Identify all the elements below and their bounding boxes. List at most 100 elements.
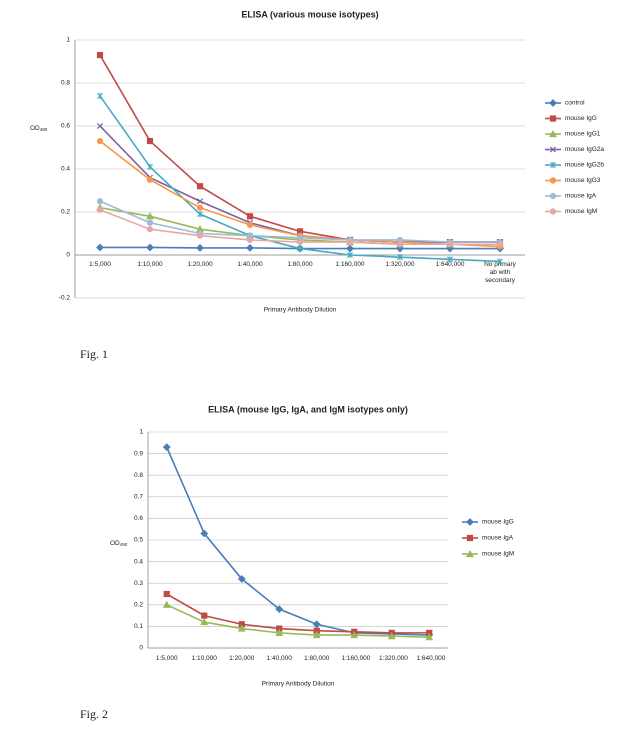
x-tick-label-box: 1:160,000: [341, 655, 371, 662]
legend-marker: [549, 115, 557, 122]
legend-label: mouse IgG: [482, 519, 514, 526]
marker: [146, 176, 154, 183]
series-line: [166, 604, 430, 638]
y-tick-label: 1: [66, 37, 70, 44]
x-tick-label-box: 1:20,000: [187, 261, 213, 268]
marker: [447, 256, 453, 263]
marker: [196, 183, 204, 190]
x-tick-label-box: 1:80,000: [304, 655, 330, 662]
x-tick-label-box: 1:20,000: [229, 655, 254, 662]
x-tick-label-box: 1:640,000: [435, 261, 465, 268]
figure-caption: Fig. 1: [80, 347, 108, 361]
legend-label: mouse IgG2a: [565, 146, 604, 153]
x-tick-label: 1:160,000: [335, 261, 365, 268]
marker: [246, 236, 254, 244]
marker: [146, 137, 154, 145]
x-tick-label-box: 1:80,000: [287, 261, 313, 268]
x-tick-label: 1:80,000: [304, 655, 330, 662]
marker: [196, 204, 204, 211]
y-tick-label: 0.6: [134, 515, 143, 522]
x-axis-label: Primary Antibody Dilution: [264, 307, 337, 314]
marker: [237, 574, 246, 583]
legend-marker: [549, 129, 557, 138]
x-tick-label-box: 1:160,000: [335, 261, 365, 268]
marker: [425, 633, 434, 641]
marker: [96, 51, 104, 59]
x-tick-label-box: 1:10,000: [191, 655, 217, 662]
x-tick-label: 1:5,000: [89, 261, 111, 268]
x-tick-label: 1:640,000: [435, 261, 465, 268]
y-tick-label: 0.2: [134, 602, 143, 609]
y-tick-label: 1: [139, 429, 143, 436]
marker: [196, 198, 204, 205]
x-tick-label: 1:40,000: [266, 655, 292, 662]
x-tick-label-box: 1:10,000: [137, 261, 163, 268]
legend-marker: [549, 192, 557, 200]
marker: [96, 122, 104, 130]
legend-marker: [466, 534, 474, 542]
marker: [246, 221, 254, 228]
legend-label: mouse IgG: [565, 115, 597, 122]
x-tick-label: 1:160,000: [341, 655, 371, 662]
x-tick-label: No primary ab with secondary: [484, 261, 516, 284]
legend-marker: [466, 518, 474, 526]
y-axis-label-subscript: 490: [120, 542, 128, 547]
series-line: [166, 593, 430, 634]
x-tick-label-box: 1:320,000: [379, 655, 408, 662]
marker: [146, 243, 154, 252]
marker: [96, 243, 104, 252]
x-tick-label: 1:5,000: [155, 655, 178, 662]
marker: [275, 605, 284, 614]
x-tick-label: 1:320,000: [379, 655, 408, 662]
y-axis-label: OD490: [110, 540, 128, 547]
x-tick-label: 1:80,000: [287, 261, 313, 268]
marker: [147, 163, 153, 170]
x-tick-label-box: No primary ab with secondary: [484, 261, 516, 284]
y-tick-label: 0.3: [134, 580, 143, 587]
x-tick-label-box: 1:40,000: [237, 261, 262, 268]
legend-label: mouse IgA: [482, 535, 514, 542]
chart-title: ELISA (various mouse isotypes): [241, 9, 378, 19]
marker: [446, 241, 454, 248]
marker: [350, 630, 359, 639]
legend-label: mouse IgG3: [565, 177, 601, 184]
series-line: [166, 446, 430, 636]
marker: [275, 628, 284, 636]
x-tick-label: 1:10,000: [191, 655, 217, 662]
x-tick-label-box: 1:5,000: [89, 261, 111, 268]
x-tick-label: 1:320,000: [385, 261, 415, 268]
marker: [162, 443, 171, 452]
marker: [96, 206, 104, 213]
x-axis-label: Primary Antibody Dilution: [262, 681, 335, 688]
marker: [146, 226, 154, 233]
y-axis-label-text: OD: [110, 540, 120, 547]
y-tick-label: 0.8: [61, 80, 70, 87]
marker: [312, 630, 321, 639]
y-tick-label: 0.7: [134, 494, 143, 501]
marker: [162, 600, 171, 608]
marker: [496, 241, 504, 248]
y-axis-label-text: OD: [30, 125, 40, 132]
legend-label: control: [565, 100, 585, 107]
marker: [296, 239, 304, 246]
x-tick-label-box: 1:40,000: [266, 655, 292, 662]
legend-marker: [549, 208, 557, 215]
marker: [397, 254, 403, 261]
marker: [246, 243, 254, 252]
marker: [200, 617, 209, 626]
marker: [237, 624, 246, 632]
y-tick-label: 0.9: [134, 450, 143, 457]
legend-marker: [466, 549, 474, 558]
y-tick-label: 0.2: [61, 209, 70, 216]
x-tick-label: 1:20,000: [187, 261, 213, 268]
x-tick-label: 1:10,000: [137, 261, 163, 268]
legend-marker: [549, 146, 557, 153]
y-tick-label: 0.4: [134, 558, 143, 565]
y-axis-label-subscript: 490: [40, 127, 48, 132]
marker: [196, 243, 204, 252]
marker: [346, 239, 354, 246]
marker: [347, 251, 353, 259]
legend-label: mouse IgA: [565, 193, 597, 200]
marker: [297, 245, 303, 252]
